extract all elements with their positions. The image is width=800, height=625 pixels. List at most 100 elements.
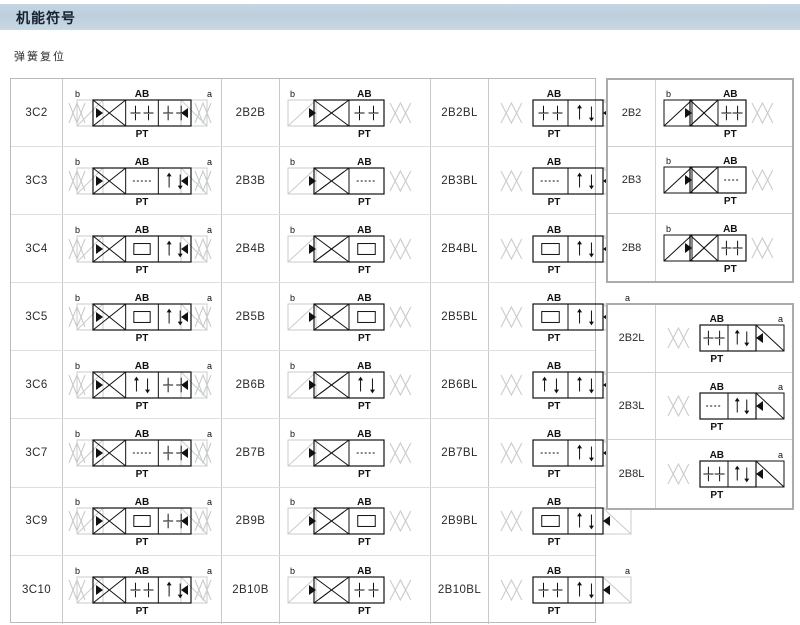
svg-text:b: b (666, 156, 671, 166)
symbol-code-2bb: 2B9B (222, 487, 280, 555)
svg-text:AB: AB (710, 382, 724, 393)
side-panel-bottom: 2B2L AB PT a 2B3L AB PT a 2B8L AB PT a (606, 303, 794, 510)
symbol-code-3c: 3C4 (11, 215, 63, 283)
page-header: 机能符号 (0, 4, 800, 30)
valve-symbol: AB PT b (656, 147, 792, 213)
table-row: 3C4ABPTba2B4BABPTb2B4BLABPTa (11, 215, 632, 284)
svg-text:PT: PT (710, 422, 723, 433)
svg-text:a: a (207, 361, 212, 371)
valve-symbol-3c: AB PT b a (63, 283, 222, 351)
svg-text:b: b (75, 157, 80, 167)
valve-symbol-3c: AB PT b a (63, 555, 222, 624)
svg-text:b: b (290, 497, 295, 507)
side-panel-row: 2B2 AB PT b (608, 80, 792, 147)
svg-text:AB: AB (547, 497, 561, 508)
svg-text:AB: AB (357, 293, 371, 304)
svg-text:a: a (207, 89, 212, 99)
svg-text:b: b (290, 225, 295, 235)
svg-text:b: b (75, 293, 80, 303)
table-row: 3C6ABPTba2B6BABPTb2B6BLABPTa (11, 351, 632, 420)
symbol-code-3c: 3C7 (11, 419, 63, 487)
svg-text:AB: AB (710, 314, 724, 325)
svg-text:AB: AB (547, 157, 561, 168)
symbol-code-2bbl: 2B7BL (431, 419, 489, 487)
svg-text:AB: AB (547, 225, 561, 236)
svg-text:AB: AB (135, 361, 149, 372)
svg-text:AB: AB (357, 497, 371, 508)
svg-text:a: a (207, 225, 212, 235)
symbol-code-3c: 3C2 (11, 79, 63, 147)
svg-text:AB: AB (547, 293, 561, 304)
symbol-code-2bbl: 2B4BL (431, 215, 489, 283)
svg-text:PT: PT (136, 333, 149, 344)
valve-symbol-3c: AB PT b a (63, 487, 222, 555)
svg-text:PT: PT (548, 265, 561, 276)
svg-text:PT: PT (136, 537, 149, 548)
valve-symbol-2bb: AB PT b (280, 487, 431, 555)
valve-symbol-2bb: AB PT b (280, 351, 431, 419)
svg-text:b: b (290, 157, 295, 167)
svg-text:PT: PT (548, 469, 561, 480)
symbol-code: 2B3L (608, 372, 656, 440)
symbol-code: 2B8L (608, 440, 656, 508)
svg-text:a: a (207, 497, 212, 507)
svg-text:AB: AB (357, 429, 371, 440)
symbol-code-3c: 3C5 (11, 283, 63, 351)
svg-text:a: a (207, 157, 212, 167)
valve-symbol: AB PT a (656, 305, 792, 372)
svg-text:AB: AB (710, 450, 724, 461)
table-row: 3C9ABPTba2B9BABPTb2B9BLABPTa (11, 487, 632, 556)
svg-text:b: b (290, 89, 295, 99)
valve-symbol-2bb: AB PT b (280, 147, 431, 215)
svg-text:a: a (207, 566, 212, 576)
valve-symbol-3c: AB PT b a (63, 147, 222, 215)
svg-text:PT: PT (710, 354, 723, 365)
table-row: 3C5 AB PT b a 2B5B AB PT b 2B5BL AB PT a (11, 283, 632, 352)
valve-symbol-2bb: AB PT b (280, 283, 431, 351)
valve-symbol-2bb: AB PT b (280, 555, 431, 624)
function-symbol-table: 3C2 AB PT b a 2B2B AB PT b 2B2BL AB PT a 3C3 AB PT b a 2B3… (10, 78, 632, 624)
svg-text:PT: PT (358, 401, 371, 412)
symbol-code-2bbl: 2B3BL (431, 147, 489, 215)
svg-text:b: b (75, 497, 80, 507)
side-panel-row: 2B8 AB PT b (608, 214, 792, 281)
svg-text:PT: PT (710, 490, 723, 501)
symbol-code-2bbl: 2B6BL (431, 351, 489, 419)
svg-text:AB: AB (723, 89, 737, 100)
svg-text:AB: AB (357, 225, 371, 236)
symbol-code-3c: 3C3 (11, 147, 63, 215)
svg-text:PT: PT (358, 129, 371, 140)
svg-text:AB: AB (135, 89, 149, 100)
page-title: 机能符号 (16, 10, 76, 26)
svg-text:PT: PT (136, 469, 149, 480)
table-row: 3C10 AB PT b a 2B10B AB PT b 2B10BL AB PT a (11, 555, 632, 624)
symbol-code: 2B8 (608, 214, 656, 281)
svg-text:AB: AB (547, 89, 561, 100)
symbol-code-3c: 3C6 (11, 351, 63, 419)
svg-text:AB: AB (135, 157, 149, 168)
svg-text:PT: PT (136, 265, 149, 276)
side-panel-row: 2B3L AB PT a (608, 372, 792, 441)
svg-text:b: b (290, 566, 295, 576)
svg-text:b: b (290, 293, 295, 303)
svg-text:PT: PT (358, 606, 371, 617)
svg-text:PT: PT (136, 606, 149, 617)
side-panel-row: 2B8L AB PT a (608, 440, 792, 508)
symbol-code-2bb: 2B2B (222, 79, 280, 147)
svg-text:PT: PT (136, 401, 149, 412)
svg-text:b: b (75, 89, 80, 99)
symbol-code-2bb: 2B5B (222, 283, 280, 351)
svg-text:a: a (207, 293, 212, 303)
side-panel-row: 2B3 AB PT b (608, 147, 792, 214)
section-label: 弹簧复位 (14, 51, 66, 63)
svg-text:b: b (290, 361, 295, 371)
symbol-code-2bb: 2B4B (222, 215, 280, 283)
svg-text:AB: AB (135, 293, 149, 304)
svg-text:b: b (290, 429, 295, 439)
svg-text:b: b (75, 225, 80, 235)
symbol-code-2bbl: 2B10BL (431, 555, 489, 624)
svg-text:PT: PT (724, 264, 737, 275)
valve-symbol-2bb: AB PT b (280, 79, 431, 147)
valve-symbol-3c: AB PT b a (63, 215, 222, 283)
symbol-code-2bbl: 2B5BL (431, 283, 489, 351)
